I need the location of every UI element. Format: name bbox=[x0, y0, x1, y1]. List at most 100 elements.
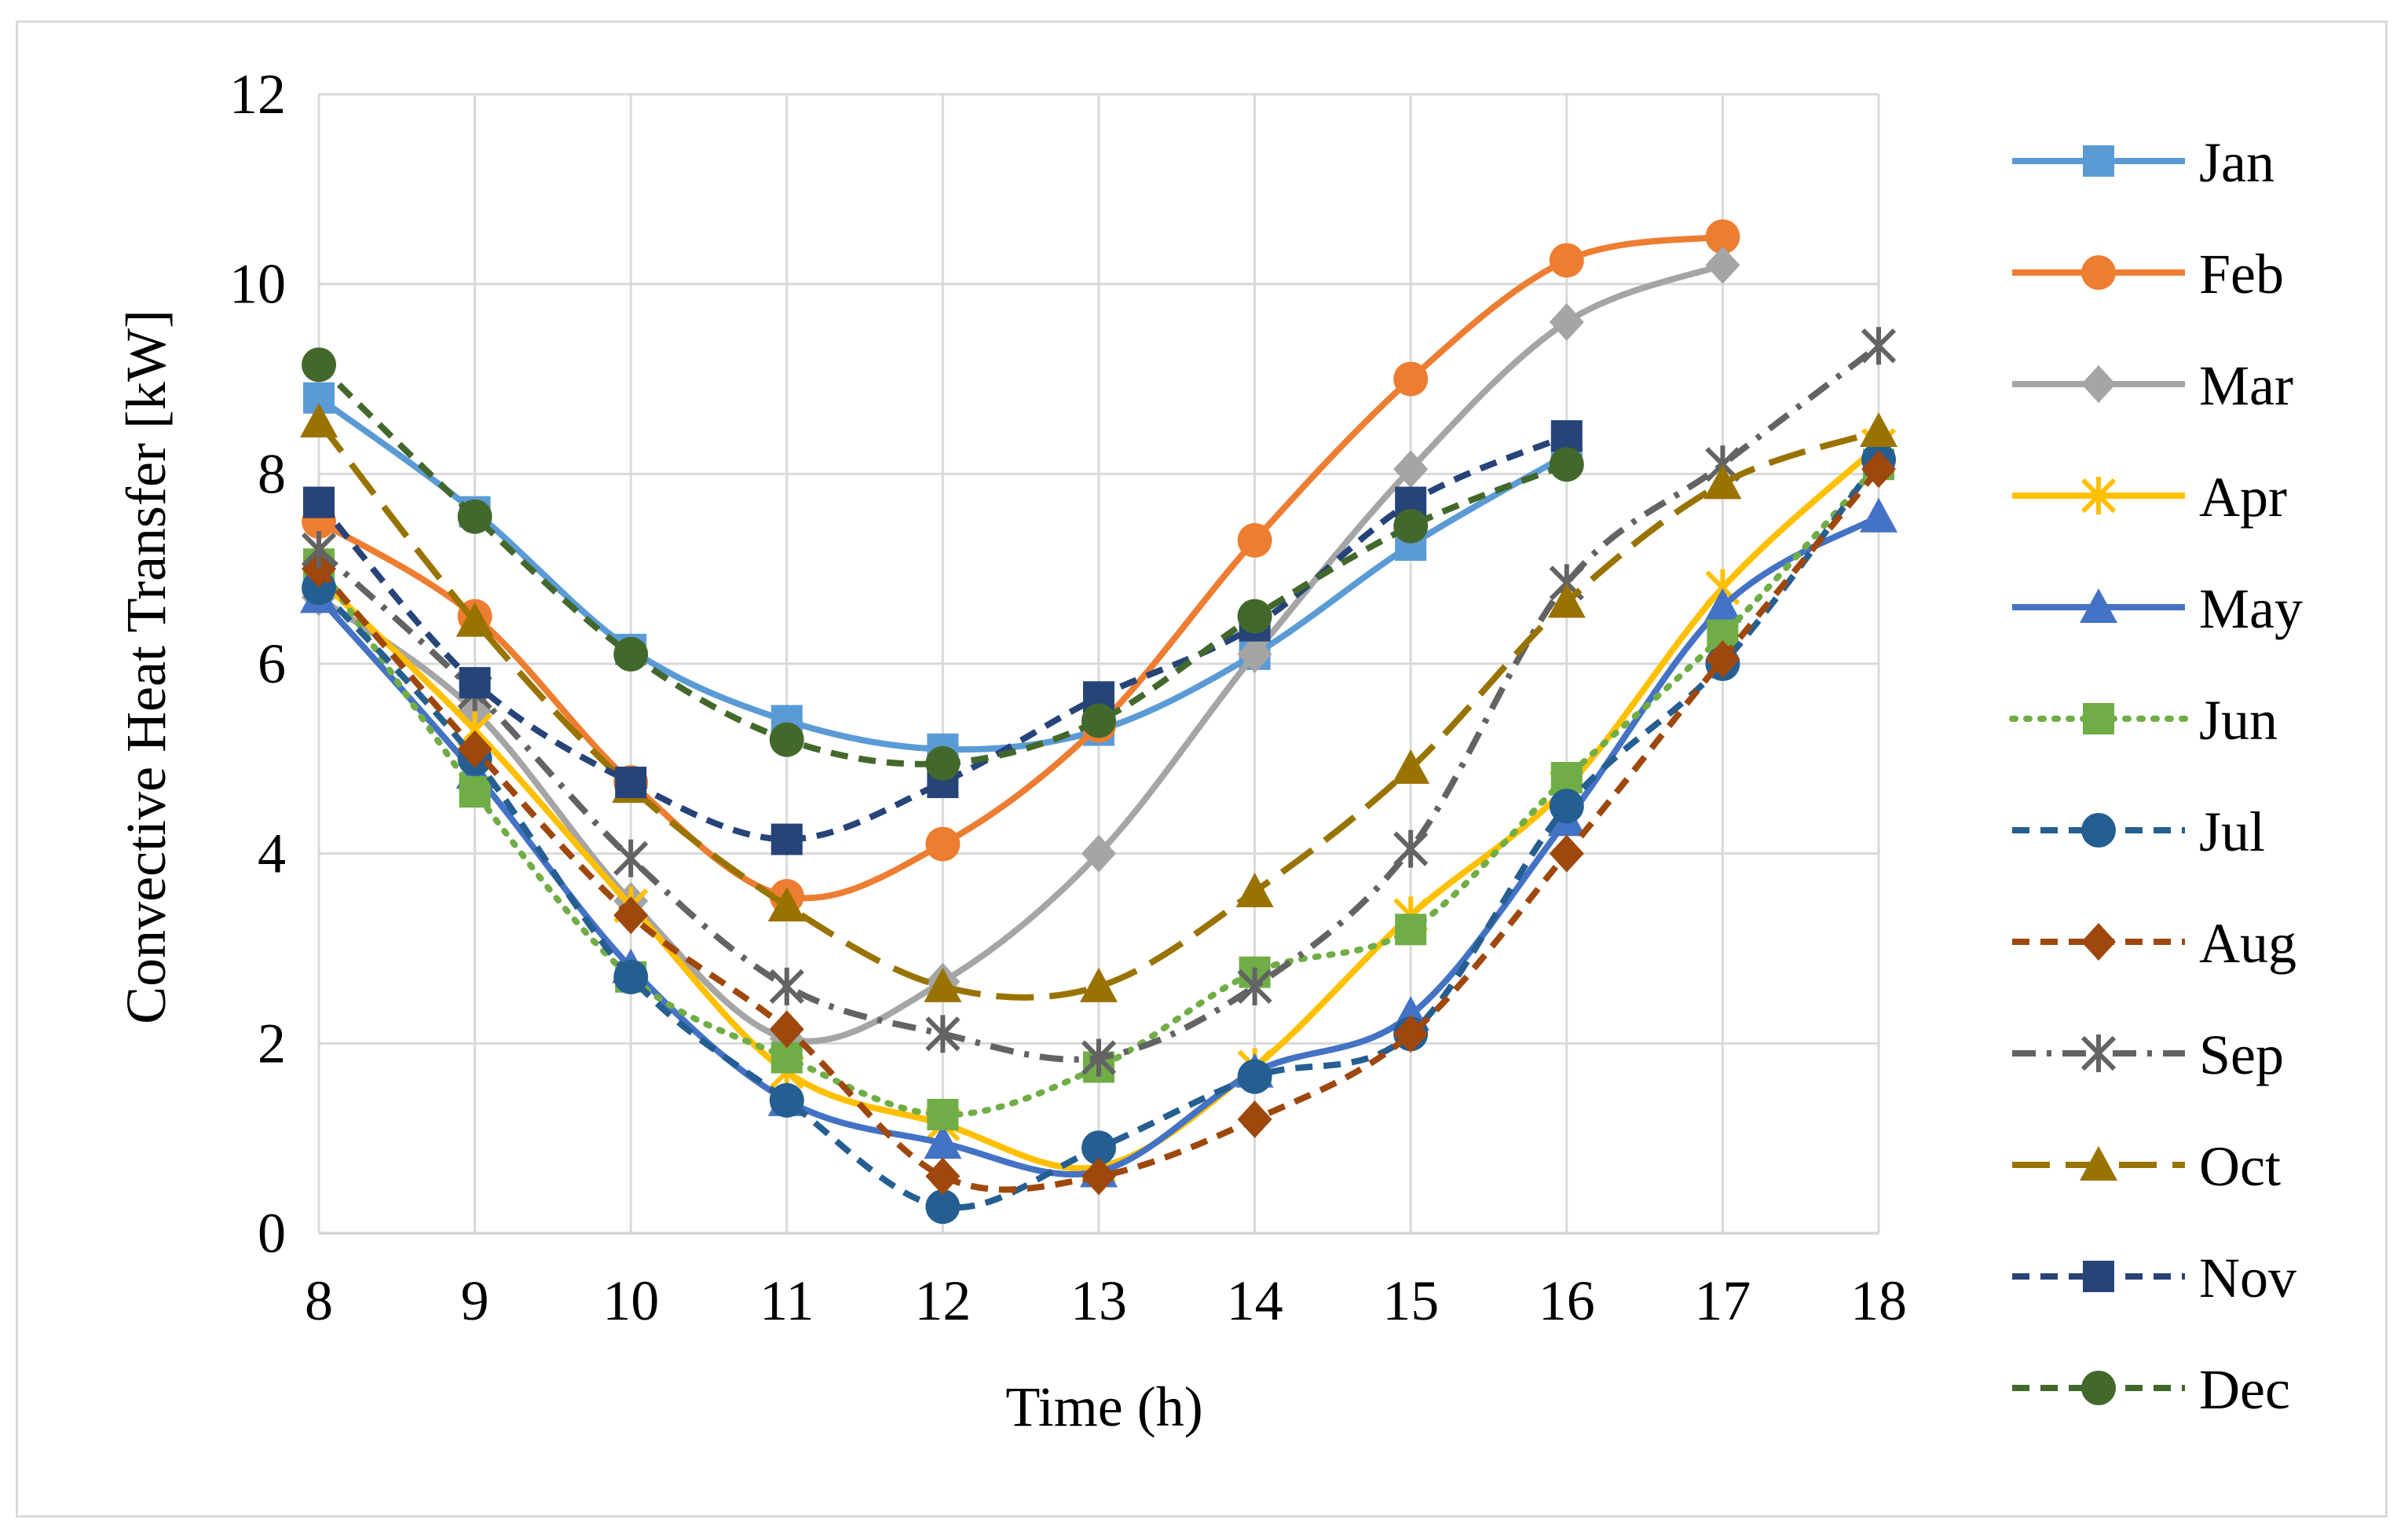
y-tick-label: 2 bbox=[258, 1012, 286, 1075]
legend-item-jul: Jul bbox=[2012, 800, 2265, 863]
legend-swatch-marker bbox=[2081, 923, 2116, 961]
data-point-oct bbox=[300, 402, 338, 438]
data-point-aug bbox=[457, 730, 492, 768]
series-line-feb bbox=[317, 233, 1723, 902]
data-point-nov bbox=[1550, 420, 1583, 452]
x-tick-label: 13 bbox=[1070, 1269, 1127, 1332]
legend-item-mar: Mar bbox=[2012, 354, 2293, 417]
legend-item-oct: Oct bbox=[2012, 1135, 2281, 1198]
data-point-jul bbox=[1237, 1059, 1272, 1094]
data-point-sep bbox=[1861, 327, 1897, 365]
data-point-sep bbox=[769, 967, 804, 1005]
data-point-aug bbox=[1705, 639, 1740, 678]
data-point-may bbox=[924, 1124, 962, 1159]
legend-label: Jan bbox=[2199, 131, 2274, 194]
data-point-aug bbox=[1237, 1100, 1272, 1138]
series-line-oct bbox=[316, 419, 1880, 1001]
data-point-aug bbox=[613, 896, 649, 935]
data-point-dec bbox=[302, 347, 336, 383]
legend-item-nov: Nov bbox=[2012, 1247, 2296, 1309]
series-feb bbox=[302, 219, 1740, 914]
data-point-aug bbox=[1861, 450, 1896, 489]
x-tick-label: 16 bbox=[1539, 1269, 1595, 1332]
legend-swatch-marker bbox=[2080, 588, 2117, 623]
data-point-oct bbox=[1860, 412, 1897, 447]
x-tick-label: 9 bbox=[461, 1269, 489, 1332]
data-point-dec bbox=[769, 722, 804, 757]
y-tick-label: 6 bbox=[258, 632, 286, 695]
legend-item-dec: Dec bbox=[2012, 1358, 2290, 1421]
data-point-sep bbox=[925, 1015, 961, 1053]
data-point-oct bbox=[1235, 873, 1274, 907]
legend-label: Oct bbox=[2199, 1135, 2281, 1198]
data-point-feb bbox=[1237, 522, 1272, 558]
legend-swatch-marker bbox=[2083, 703, 2114, 734]
data-point-aug bbox=[1081, 1157, 1116, 1196]
data-point-may bbox=[1860, 497, 1897, 533]
data-point-mar bbox=[1549, 303, 1584, 341]
plot-area bbox=[300, 219, 1897, 1225]
data-point-oct bbox=[924, 967, 962, 1002]
data-point-feb bbox=[925, 826, 961, 862]
data-point-sep bbox=[1081, 1038, 1117, 1077]
data-point-feb bbox=[1705, 219, 1740, 255]
legend-label: Sep bbox=[2199, 1024, 2284, 1086]
data-point-nov bbox=[303, 486, 335, 518]
x-tick-label: 12 bbox=[914, 1269, 971, 1332]
y-tick-label: 12 bbox=[229, 63, 286, 126]
x-axis-title: Time (h) bbox=[1005, 1375, 1202, 1438]
series-line-dec bbox=[317, 362, 1568, 767]
data-point-nov bbox=[770, 823, 803, 855]
data-point-oct bbox=[1547, 583, 1586, 618]
data-point-feb bbox=[1393, 361, 1429, 397]
series-aug bbox=[302, 450, 1896, 1196]
legend-label: Jul bbox=[2199, 800, 2265, 863]
axes: 8 9 10 11 12 13 14 15 16 17 18 0 2 4 6 8 10 12 bbox=[229, 63, 1907, 1332]
data-point-jun bbox=[1550, 762, 1583, 793]
data-point-sep bbox=[613, 839, 649, 877]
legend-item-sep: Sep bbox=[2012, 1024, 2284, 1086]
data-point-sep bbox=[1393, 829, 1429, 868]
legend-label: Feb bbox=[2199, 243, 2284, 306]
data-point-dec bbox=[925, 745, 961, 781]
data-point-jul bbox=[1549, 789, 1584, 824]
data-point-jul bbox=[769, 1082, 804, 1118]
x-tick-label: 8 bbox=[305, 1269, 333, 1332]
data-point-dec bbox=[1237, 599, 1272, 634]
legend-item-jan: Jan bbox=[2012, 131, 2274, 194]
data-point-jun bbox=[927, 1098, 959, 1130]
data-point-aug bbox=[925, 1157, 961, 1196]
legend-label: Dec bbox=[2199, 1358, 2290, 1421]
series-sep bbox=[301, 327, 1897, 1077]
series-dec bbox=[302, 347, 1584, 781]
series-oct bbox=[300, 402, 1897, 1002]
x-tick-label: 14 bbox=[1227, 1269, 1283, 1332]
data-point-jul bbox=[1081, 1130, 1116, 1166]
y-tick-label: 0 bbox=[258, 1202, 286, 1265]
data-point-sep bbox=[1237, 967, 1272, 1005]
legend-swatch-marker bbox=[2081, 365, 2116, 403]
legend-swatch-marker bbox=[2083, 1261, 2114, 1292]
y-tick-label: 8 bbox=[258, 442, 286, 505]
legend-label: Aug bbox=[2199, 912, 2296, 975]
legend-swatch-marker bbox=[2081, 1371, 2116, 1405]
data-point-may bbox=[1704, 588, 1742, 623]
data-point-mar bbox=[1705, 246, 1740, 284]
series-line-mar bbox=[317, 262, 1724, 1045]
legend-label: Nov bbox=[2199, 1247, 2296, 1309]
x-tick-label: 18 bbox=[1850, 1269, 1907, 1332]
data-point-mar bbox=[1393, 450, 1429, 489]
legend-item-jun: Jun bbox=[2009, 689, 2278, 752]
legend-label: May bbox=[2199, 577, 2303, 640]
data-point-dec bbox=[1081, 703, 1116, 738]
chart-frame bbox=[16, 20, 2388, 1518]
legend-item-feb: Feb bbox=[2012, 243, 2284, 306]
legend-label: Apr bbox=[2199, 466, 2287, 529]
data-point-feb bbox=[1549, 243, 1584, 278]
y-tick-label: 10 bbox=[229, 253, 286, 316]
y-tick-label: 4 bbox=[258, 822, 286, 885]
data-point-jun bbox=[1395, 914, 1427, 946]
data-point-oct bbox=[1392, 749, 1430, 784]
series-nov bbox=[303, 420, 1583, 855]
